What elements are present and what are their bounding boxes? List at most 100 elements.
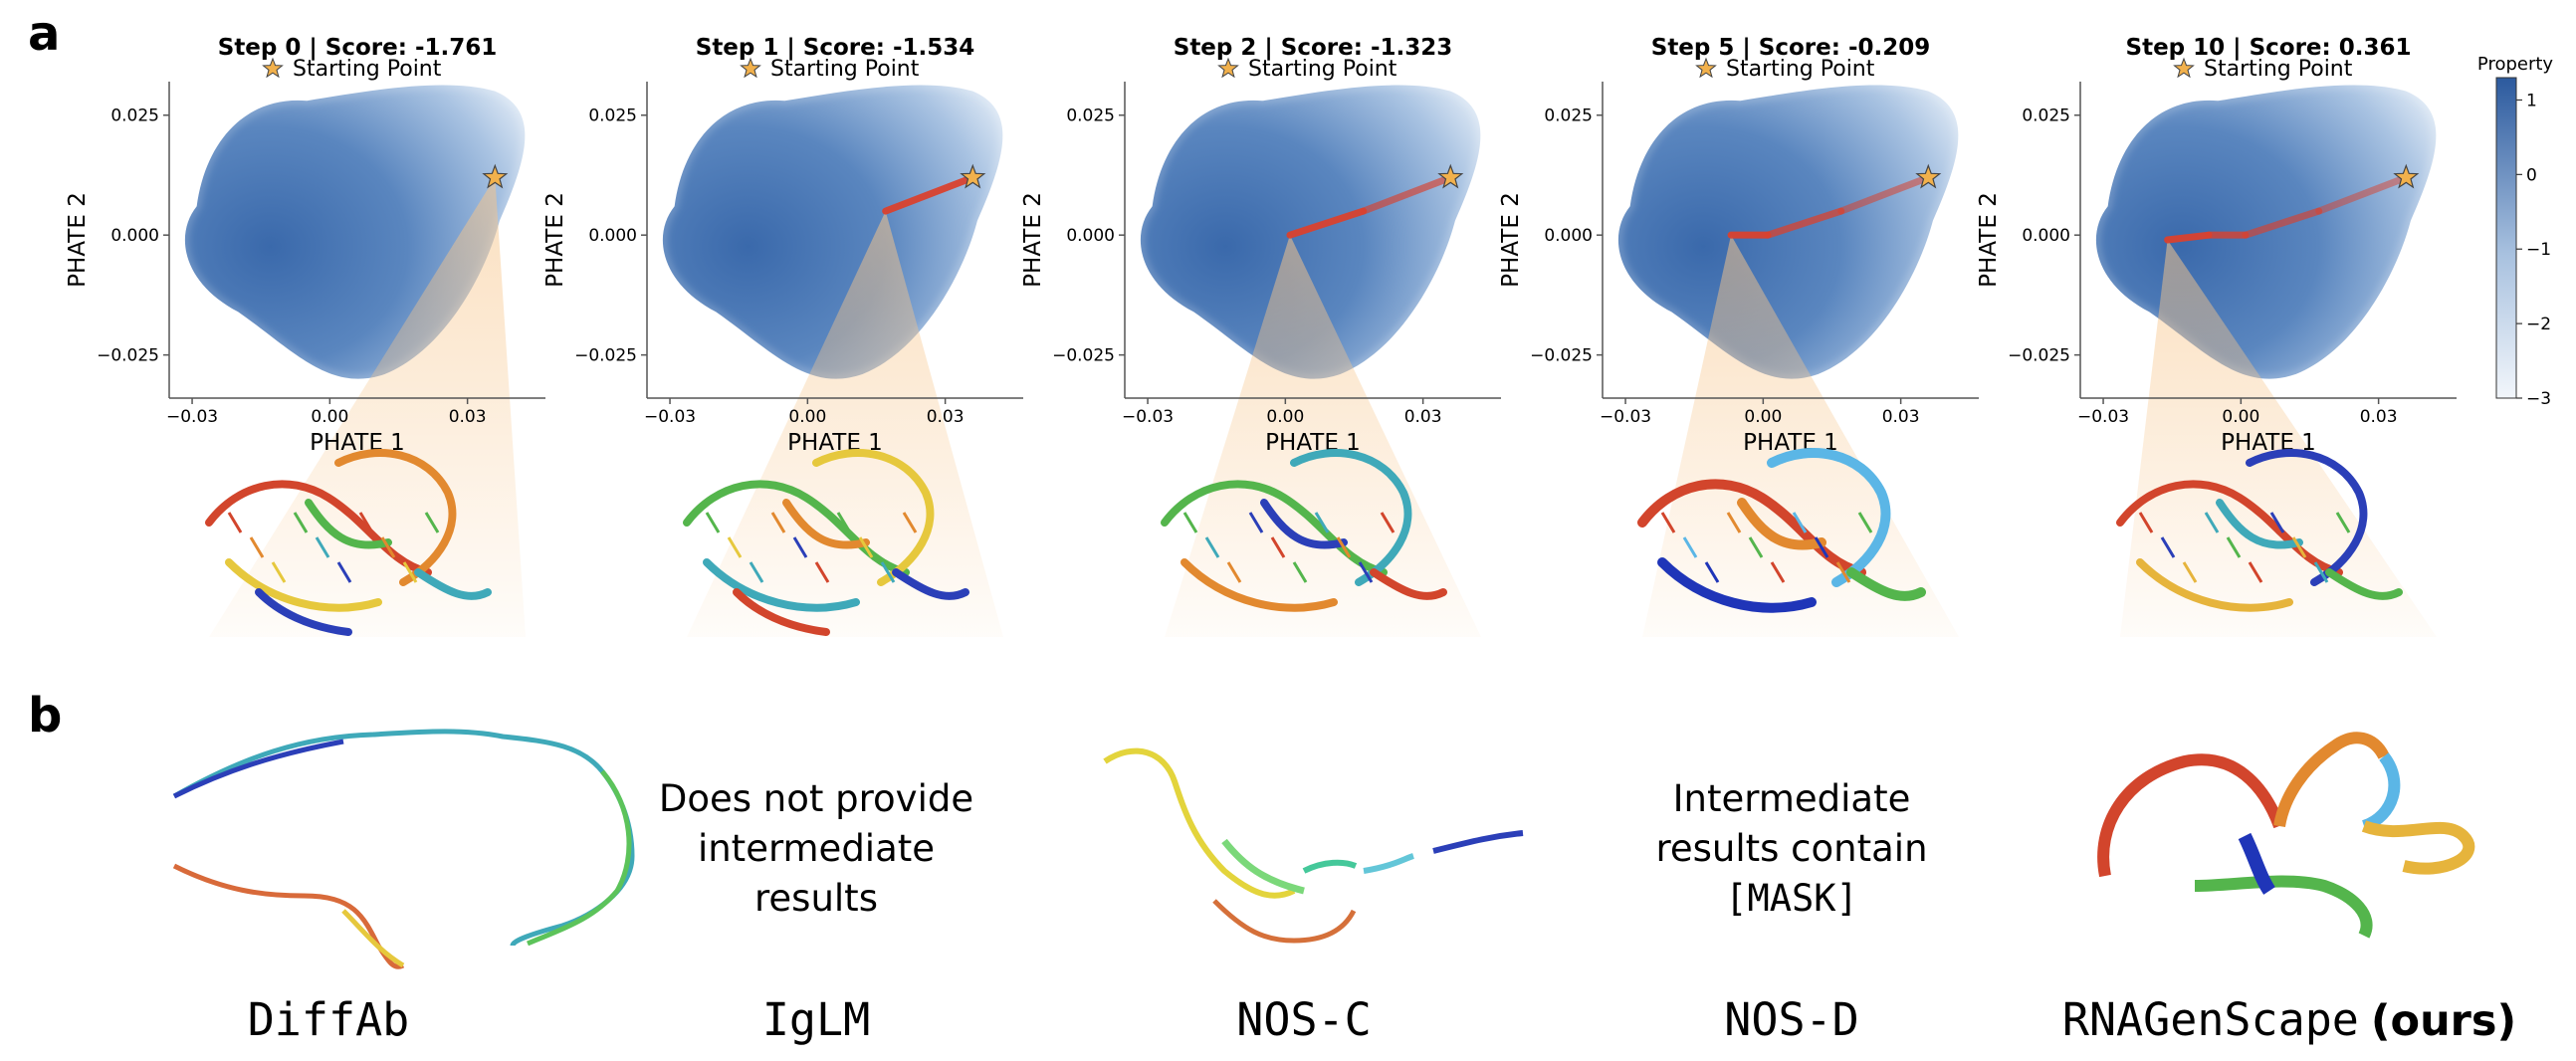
x-tick-label: −0.03 xyxy=(644,407,696,427)
method-name: NOS-D xyxy=(1724,993,1858,1046)
panel-title: Step 2 | Score: -1.323 xyxy=(1174,35,1453,61)
colorbar-ticks: 1 0 −1 −2 −3 xyxy=(2516,91,2551,409)
phate-embedding-edge xyxy=(181,82,529,382)
y-tick-label: 0.000 xyxy=(1544,226,1593,246)
legend-star-icon xyxy=(740,57,761,79)
rna-structure-0 xyxy=(205,449,492,636)
rna-backbone-segment xyxy=(2325,568,2403,600)
x-tick-label: 0.03 xyxy=(449,407,487,427)
method-name: RNAGenScape (ours) xyxy=(2062,993,2516,1046)
legend-star-icon xyxy=(2173,57,2195,79)
rna-backbone-segment xyxy=(782,499,870,549)
starting-point-marker xyxy=(960,163,986,189)
rna-structure-3 xyxy=(1637,448,1926,613)
legend-label: Starting Point xyxy=(293,57,442,82)
rna-base-stick xyxy=(727,536,743,558)
y-axis-label: PHATE 2 xyxy=(542,192,568,288)
y-tick-label: −0.025 xyxy=(2008,346,2070,366)
x-tick-label: 0.00 xyxy=(1744,407,1782,427)
rna-base-stick xyxy=(2335,512,2351,533)
phate-embedding-edge xyxy=(1614,82,1962,382)
rna-base-stick xyxy=(2313,561,2329,583)
rna-base-stick xyxy=(1204,536,1220,558)
rna-base-stick xyxy=(1835,561,1851,583)
rna-backbone-segment xyxy=(703,558,860,612)
rna-backbone-segment xyxy=(1657,557,1817,613)
rna-base-stick xyxy=(1682,536,1698,558)
x-tick-label: 0.03 xyxy=(1404,407,1442,427)
structure-nosc xyxy=(1103,747,1524,944)
rna-base-stick xyxy=(1358,561,1374,583)
method-message-line: results contain xyxy=(1655,827,1927,870)
y-axis-label: PHATE 2 xyxy=(1020,192,1046,288)
rna-base-stick xyxy=(2138,512,2154,533)
rna-base-stick xyxy=(2269,512,2285,533)
panel-title: Step 1 | Score: -1.534 xyxy=(696,35,975,61)
rna-base-stick xyxy=(249,536,265,558)
rna-base-stick xyxy=(1660,512,1676,533)
method-name-text: IgLM xyxy=(762,993,870,1046)
panel-label-a: a xyxy=(28,6,60,62)
rna-base-stick xyxy=(227,512,243,533)
rna-base-stick xyxy=(1248,512,1264,533)
y-axis-label: PHATE 2 xyxy=(1976,192,2002,288)
y-tick-label: −0.025 xyxy=(1530,346,1593,366)
x-tick-label: 0.03 xyxy=(927,407,965,427)
y-tick-label: 0.025 xyxy=(1544,106,1593,126)
method-name: NOS-C xyxy=(1236,993,1371,1046)
rna-base-stick xyxy=(1704,561,1720,583)
rna-base-stick xyxy=(1292,561,1308,583)
y-tick-label: 0.025 xyxy=(2022,106,2070,126)
x-tick-label: 0.00 xyxy=(1266,407,1304,427)
structure-rnagenscape xyxy=(2097,732,2475,939)
colorbar: Property 1 0 −1 −2 −3 xyxy=(2477,54,2554,409)
rna-base-stick xyxy=(315,536,330,558)
rna-base-stick xyxy=(1380,512,1395,533)
method-name-suffix: (ours) xyxy=(2371,996,2516,1046)
colorbar-tick-label: −2 xyxy=(2526,315,2551,334)
rna-base-stick xyxy=(858,536,874,558)
x-tick-label: 0.00 xyxy=(788,407,826,427)
rna-base-stick xyxy=(792,536,808,558)
colorbar-tick-label: −1 xyxy=(2526,240,2551,260)
y-tick-label: 0.000 xyxy=(1066,226,1115,246)
panel-title: Step 0 | Score: -1.761 xyxy=(218,35,498,61)
rna-base-stick xyxy=(293,512,309,533)
phate-embedding-edge xyxy=(2092,82,2440,382)
rna-base-stick xyxy=(1792,512,1808,533)
structure-diffab xyxy=(172,729,635,969)
rna-backbone-segment xyxy=(255,588,352,636)
rna-base-stick xyxy=(1814,536,1829,558)
rna-structure-2 xyxy=(1161,449,1447,612)
rna-base-stick xyxy=(2160,536,2176,558)
rna-base-stick xyxy=(402,561,418,583)
rna-base-stick xyxy=(705,512,721,533)
legend-star-icon xyxy=(1217,57,1239,79)
legend-label: Starting Point xyxy=(1248,57,1397,82)
legend-star-icon xyxy=(262,57,284,79)
y-tick-label: 0.000 xyxy=(588,226,637,246)
method-message-line: Intermediate xyxy=(1673,777,1911,820)
method-message-line: Does not provide xyxy=(659,777,973,820)
rna-backbone-segment xyxy=(812,449,935,586)
rna-backbone-segment xyxy=(1161,480,1388,576)
x-tick-label: −0.03 xyxy=(1122,407,1174,427)
method-name-text: NOS-D xyxy=(1724,993,1858,1046)
rna-base-stick xyxy=(2291,536,2307,558)
phate-embedding xyxy=(662,85,1003,379)
panel-title: Step 5 | Score: -0.209 xyxy=(1651,35,1931,61)
panel-b-group xyxy=(172,729,2475,969)
trajectory-segment xyxy=(882,173,976,215)
y-tick-label: 0.025 xyxy=(1066,106,1115,126)
y-tick-label: −0.025 xyxy=(97,346,159,366)
rna-base-stick xyxy=(1748,536,1764,558)
rna-backbone-segment xyxy=(2136,558,2293,612)
rna-backbone-segment xyxy=(2216,499,2303,549)
method-message-line: intermediate xyxy=(698,827,935,870)
x-tick-label: 0.00 xyxy=(311,407,348,427)
